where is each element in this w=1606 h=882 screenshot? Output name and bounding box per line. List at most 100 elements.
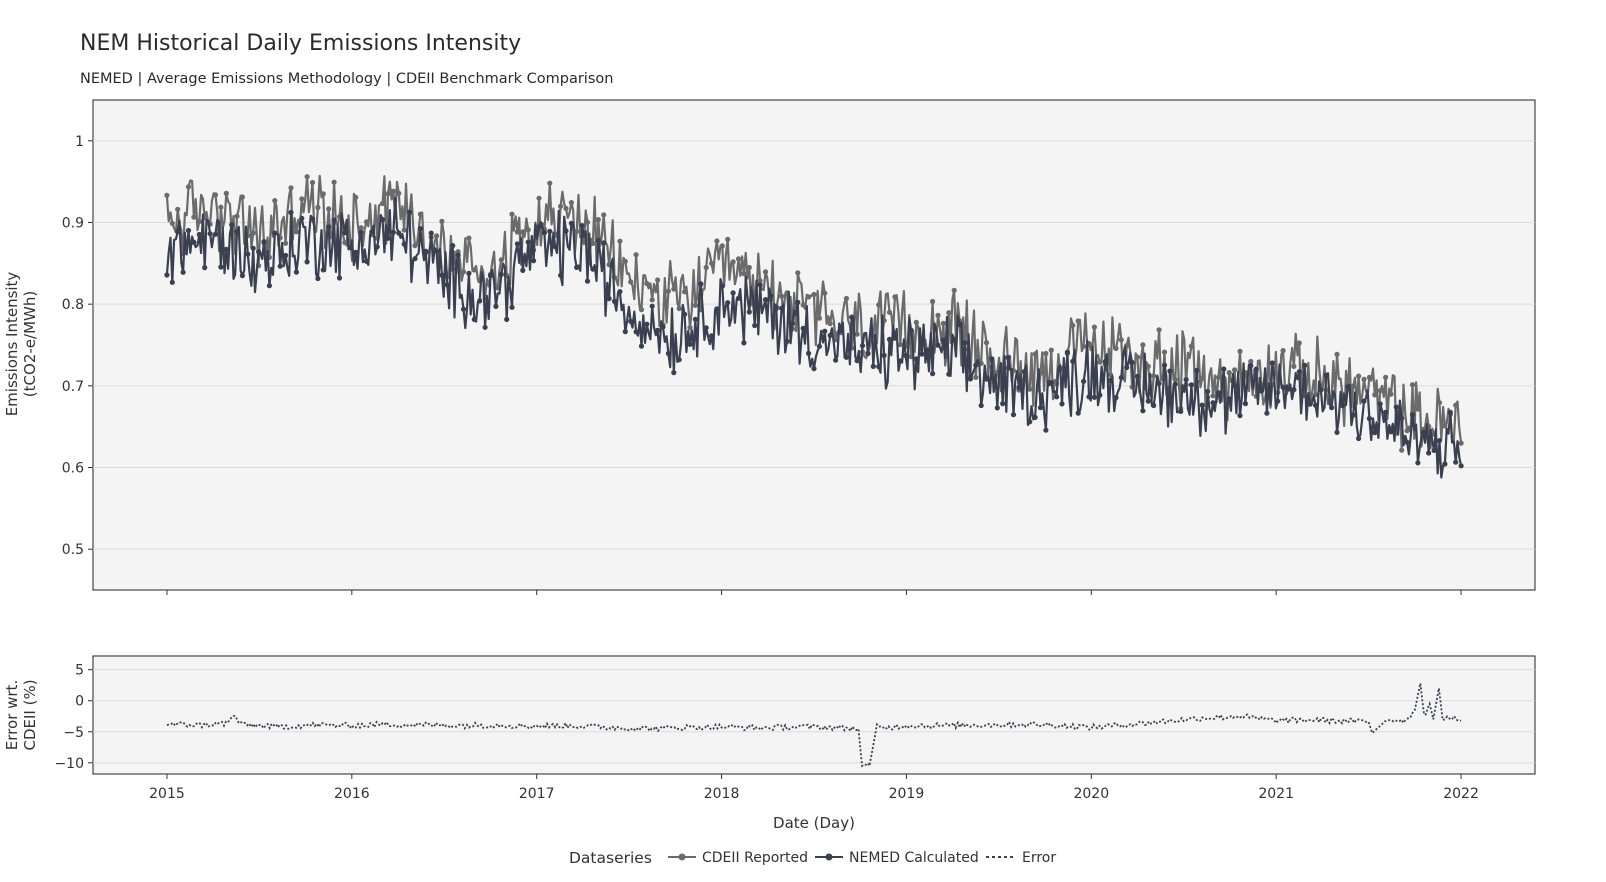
data-point-cdeii-reported [574,228,580,234]
data-point-nemed-calculated [309,216,316,222]
data-point-cdeii-reported [466,235,472,241]
data-point-cdeii-reported [1027,386,1033,392]
data-point-nemed-calculated [541,230,548,236]
data-point-cdeii-reported [1377,388,1383,394]
data-point-cdeii-reported [655,277,661,283]
data-point-cdeii-reported [913,319,920,325]
data-point-nemed-calculated [1334,429,1340,435]
data-point-nemed-calculated [1172,381,1178,387]
data-point-nemed-calculated [444,282,450,288]
x-tick-label: 2020 [1073,786,1109,802]
data-point-nemed-calculated [913,356,920,362]
data-point-nemed-calculated [1436,438,1443,444]
data-point-cdeii-reported [633,252,639,258]
data-point-nemed-calculated [644,321,650,327]
data-point-cdeii-reported [590,240,596,246]
data-point-nemed-calculated [1409,412,1416,418]
main-y-tick-label: 1 [75,134,84,150]
data-point-nemed-calculated [412,256,418,262]
data-point-nemed-calculated [1269,360,1275,366]
data-point-nemed-calculated [277,263,283,269]
data-point-nemed-calculated [385,235,391,241]
data-point-nemed-calculated [633,329,639,335]
data-point-cdeii-reported [930,298,936,305]
data-point-nemed-calculated [1005,355,1011,361]
data-point-nemed-calculated [504,316,510,322]
data-point-cdeii-reported [288,185,294,191]
legend-item-cdeii-reported[interactable]: CDEII Reported [668,850,808,866]
data-point-nemed-calculated [531,258,537,264]
main-y-tick-label: 0.5 [62,542,84,558]
data-point-nemed-calculated [369,229,375,235]
data-point-cdeii-reported [234,213,240,219]
data-point-nemed-calculated [1426,450,1432,456]
data-point-nemed-calculated [741,340,747,346]
legend-label-cdeii-reported: CDEII Reported [702,850,808,866]
data-point-cdeii-reported [1134,354,1141,360]
data-point-cdeii-reported [1145,363,1151,369]
data-point-nemed-calculated [482,324,488,330]
error-y-tick-label: 0 [75,694,84,710]
error-plot-area [92,655,1536,775]
data-point-nemed-calculated [229,222,235,228]
data-point-cdeii-reported [1172,377,1178,383]
data-point-nemed-calculated [363,258,370,264]
data-point-cdeii-reported [1113,345,1119,351]
data-point-cdeii-reported [175,206,181,212]
main-y-tick-label: 0.9 [62,216,84,232]
data-point-nemed-calculated [342,230,348,236]
data-point-nemed-calculated [1232,383,1238,389]
data-point-nemed-calculated [558,272,564,278]
data-point-cdeii-reported [1097,359,1103,365]
data-point-nemed-calculated [994,405,1000,411]
data-point-nemed-calculated [1145,398,1151,404]
data-point-nemed-calculated [1453,459,1459,465]
data-point-nemed-calculated [892,335,898,341]
data-point-cdeii-reported [1188,343,1194,349]
data-point-nemed-calculated [617,289,623,295]
data-point-cdeii-reported [1043,350,1049,357]
data-point-nemed-calculated [1458,463,1464,469]
x-tick-label: 2021 [1258,786,1294,802]
data-point-cdeii-reported [854,331,860,337]
data-point-cdeii-reported [498,257,504,263]
data-point-cdeii-reported [363,219,370,225]
legend-item-error[interactable]: Error [986,850,1056,866]
error-x-tick-labels: 2015 2016 2017 2018 2019 2020 2021 2022 [149,774,1479,802]
data-point-nemed-calculated [1339,402,1345,409]
data-point-cdeii-reported [525,227,531,233]
data-point-nemed-calculated [261,239,267,245]
data-point-cdeii-reported [558,203,564,209]
data-point-nemed-calculated [1151,402,1157,409]
data-point-nemed-calculated [762,297,769,303]
data-point-nemed-calculated [919,351,925,357]
data-point-cdeii-reported [412,243,418,249]
data-point-nemed-calculated [811,366,817,372]
data-point-cdeii-reported [1366,374,1372,380]
legend-item-nemed-calculated[interactable]: NEMED Calculated [815,850,979,866]
data-point-cdeii-reported [622,258,628,264]
data-point-nemed-calculated [1075,410,1081,416]
data-point-cdeii-reported [714,238,720,244]
data-point-nemed-calculated [1237,413,1243,419]
data-point-nemed-calculated [1178,408,1184,414]
data-point-nemed-calculated [1356,435,1362,442]
data-point-cdeii-reported [1296,340,1302,346]
data-point-cdeii-reported [563,205,569,212]
data-point-cdeii-reported [940,320,947,326]
data-point-nemed-calculated [1156,380,1162,386]
data-point-cdeii-reported [509,211,515,217]
data-point-cdeii-reported [1118,337,1124,343]
data-point-nemed-calculated [245,251,251,257]
main-y-tick-label: 0.8 [62,297,84,313]
data-point-nemed-calculated [207,231,213,237]
data-point-nemed-calculated [595,237,601,243]
data-point-nemed-calculated [719,283,725,289]
data-point-nemed-calculated [1064,349,1070,355]
data-point-nemed-calculated [784,338,790,344]
data-point-cdeii-reported [1048,347,1054,353]
data-point-nemed-calculated [299,215,305,221]
data-point-cdeii-reported [417,211,423,217]
data-point-cdeii-reported [816,315,823,321]
data-point-cdeii-reported [1291,363,1297,369]
